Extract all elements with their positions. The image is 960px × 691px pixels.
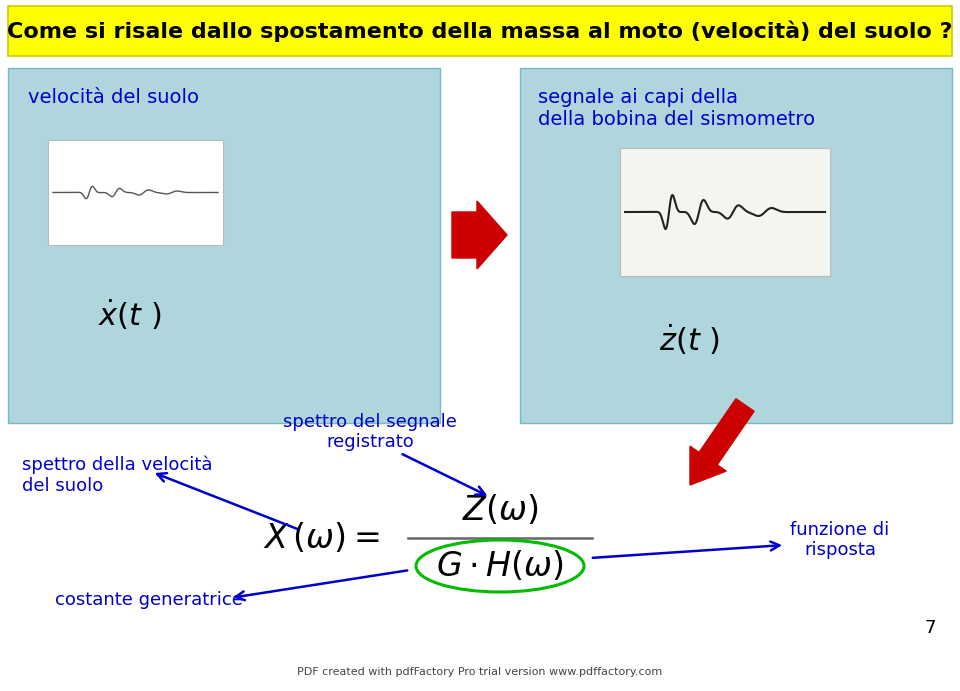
Text: velocità del suolo: velocità del suolo	[28, 88, 199, 107]
FancyBboxPatch shape	[620, 148, 830, 276]
Text: $Z(\omega)$: $Z(\omega)$	[462, 493, 539, 527]
Text: spettro del segnale
registrato: spettro del segnale registrato	[283, 413, 457, 451]
Text: $\dot{z}(t\ )$: $\dot{z}(t\ )$	[660, 323, 721, 357]
Text: 7: 7	[924, 619, 936, 637]
Text: Come si risale dallo spostamento della massa al moto (velocità) del suolo ?: Come si risale dallo spostamento della m…	[8, 20, 952, 41]
FancyBboxPatch shape	[8, 68, 440, 423]
Text: segnale ai capi della
della bobina del sismometro: segnale ai capi della della bobina del s…	[538, 88, 815, 129]
FancyArrow shape	[452, 201, 507, 269]
FancyArrow shape	[690, 399, 754, 485]
Text: PDF created with pdfFactory Pro trial version www.pdffactory.com: PDF created with pdfFactory Pro trial ve…	[298, 667, 662, 677]
Text: funzione di
risposta: funzione di risposta	[790, 520, 890, 560]
Text: spettro della velocità
del suolo: spettro della velocità del suolo	[22, 455, 212, 495]
FancyBboxPatch shape	[520, 68, 952, 423]
Text: $\dot{x}(t\ )$: $\dot{x}(t\ )$	[98, 298, 162, 332]
FancyBboxPatch shape	[48, 140, 223, 245]
FancyBboxPatch shape	[8, 6, 952, 56]
Text: $G \cdot H(\omega)$: $G \cdot H(\omega)$	[436, 549, 564, 583]
Text: $X\,(\omega) =$: $X\,(\omega) =$	[263, 521, 380, 555]
Text: costante generatrice: costante generatrice	[55, 591, 243, 609]
